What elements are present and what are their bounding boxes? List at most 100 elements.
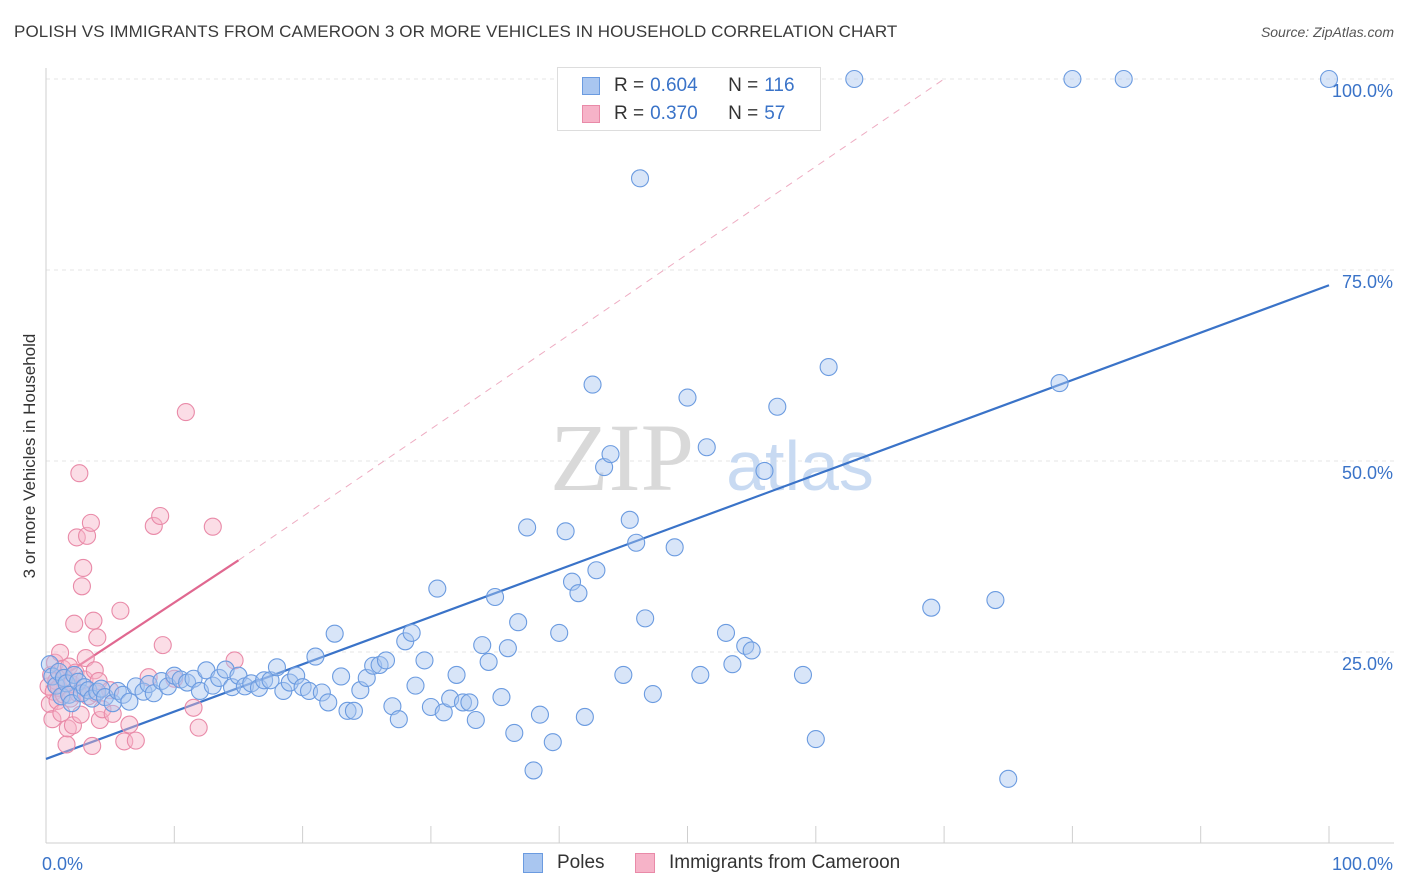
poles-point-51 (312, 683, 331, 702)
cameroon-point-32 (81, 513, 100, 532)
poles-point-95 (601, 445, 620, 464)
poles-point-81 (505, 723, 524, 743)
cameroon-point-46 (126, 731, 145, 750)
poles-point-89 (562, 572, 582, 591)
poles-point-82 (509, 613, 528, 632)
poles-point-56 (344, 701, 363, 720)
poles-point-115 (845, 69, 864, 89)
poles-point-107 (723, 655, 742, 674)
cameroon-point-53 (184, 698, 203, 717)
stats-legend: R = 0.604 N = 116 R = 0.370 N = 57 (557, 67, 821, 131)
cameroon-point-29 (76, 649, 95, 668)
cameroon-point-20 (65, 614, 84, 633)
poles-point-87 (550, 623, 569, 642)
poles-point-120 (1063, 69, 1082, 89)
cameroon-swatch (582, 105, 600, 123)
legend-row-poles: R = 0.604 N = 116 (582, 72, 795, 100)
legend-row-cameroon: R = 0.370 N = 57 (582, 100, 785, 128)
watermark: ZIP atlas (550, 404, 874, 511)
poles-point-104 (691, 665, 710, 684)
poles-point-60 (370, 655, 389, 675)
poles-point-65 (402, 623, 421, 642)
source-label: Source: ZipAtlas.com (1260, 24, 1394, 40)
cameroon-point-49 (151, 506, 170, 526)
cameroon-legend-swatch (635, 853, 655, 873)
poles-point-91 (575, 707, 594, 726)
poles-n-value: 116 (764, 75, 795, 96)
poles-point-93 (587, 561, 606, 580)
poles-point-98 (627, 533, 646, 552)
poles-point-44 (267, 658, 286, 677)
poles-point-118 (999, 769, 1018, 788)
poles-point-101 (643, 684, 662, 704)
cameroon-point-42 (103, 704, 122, 723)
poles-point-37 (222, 678, 242, 697)
cameroon-point-27 (74, 558, 93, 578)
poles-point-117 (986, 590, 1005, 610)
poles-point-103 (678, 388, 697, 407)
cameroon-point-14 (57, 735, 76, 754)
poles-point-54 (332, 667, 351, 686)
poles-point-121 (1114, 69, 1133, 89)
cameroon-point-50 (153, 636, 172, 655)
poles-point-53 (325, 624, 344, 643)
cameroon-point-15 (58, 719, 77, 738)
poles-point-99 (630, 169, 650, 188)
poles-points (40, 69, 1339, 788)
poles-point-69 (428, 579, 447, 598)
poles-point-67 (415, 651, 434, 670)
cameroon-point-35 (85, 661, 104, 680)
legend-item-poles[interactable]: Poles (523, 852, 605, 874)
axes (45, 68, 1394, 844)
poles-point-84 (524, 761, 543, 780)
poles-point-61 (376, 651, 396, 670)
poles-point-109 (742, 641, 761, 660)
poles-point-75 (466, 710, 485, 730)
x-tick-label-1: 100.0% (1332, 854, 1393, 874)
poles-point-52 (319, 693, 338, 712)
cameroon-point-33 (83, 736, 102, 756)
trendline-poles-0 (45, 284, 1330, 760)
cameroon-point-55 (203, 517, 222, 536)
cameroon-r-value: 0.370 (650, 103, 698, 124)
poles-point-111 (768, 397, 787, 416)
cameroon-point-52 (176, 403, 195, 422)
tick-labels: 25.0% 50.0% 75.0% 100.0% 0.0% 100.0% (42, 81, 1393, 874)
poles-point-113 (806, 730, 825, 749)
grid-lines (46, 78, 1394, 653)
poles-point-90 (569, 584, 588, 603)
poles-point-114 (819, 357, 838, 377)
poles-point-20 (113, 685, 133, 704)
y-tick-label-0: 25.0% (1342, 654, 1393, 674)
poles-point-97 (620, 510, 639, 529)
poles-point-72 (447, 665, 466, 684)
y-axis-label: 3 or more Vehicles in Household (20, 333, 39, 579)
poles-point-76 (473, 636, 492, 655)
poles-point-116 (922, 598, 941, 617)
poles-point-100 (636, 609, 655, 628)
poles-point-55 (338, 701, 357, 720)
poles-point-92 (583, 375, 602, 394)
poles-point-77 (479, 652, 498, 671)
poles-point-50 (306, 647, 325, 666)
poles-point-47 (287, 666, 306, 685)
poles-point-80 (498, 639, 517, 658)
y-tick-label-3: 100.0% (1332, 81, 1393, 101)
poles-point-106 (716, 623, 736, 642)
cameroon-r-label: R = (614, 103, 645, 124)
poles-point-74 (460, 693, 479, 712)
poles-point-96 (614, 665, 633, 684)
legend-item-cameroon[interactable]: Immigrants from Cameroon (635, 852, 900, 874)
series-legend: Poles Immigrants from Cameroon (0, 852, 1406, 878)
watermark-atlas: atlas (726, 427, 874, 505)
cameroon-point-37 (88, 628, 107, 647)
y-tick-label-2: 75.0% (1342, 272, 1393, 292)
poles-legend-label: Poles (557, 852, 605, 873)
poles-point-73 (453, 693, 473, 712)
poles-point-122 (1319, 69, 1339, 89)
poles-r-label: R = (614, 75, 645, 96)
poles-legend-swatch (523, 853, 543, 873)
cameroon-point-45 (120, 715, 139, 734)
poles-n-label: N = (728, 75, 759, 96)
poles-r-value: 0.604 (650, 75, 698, 96)
